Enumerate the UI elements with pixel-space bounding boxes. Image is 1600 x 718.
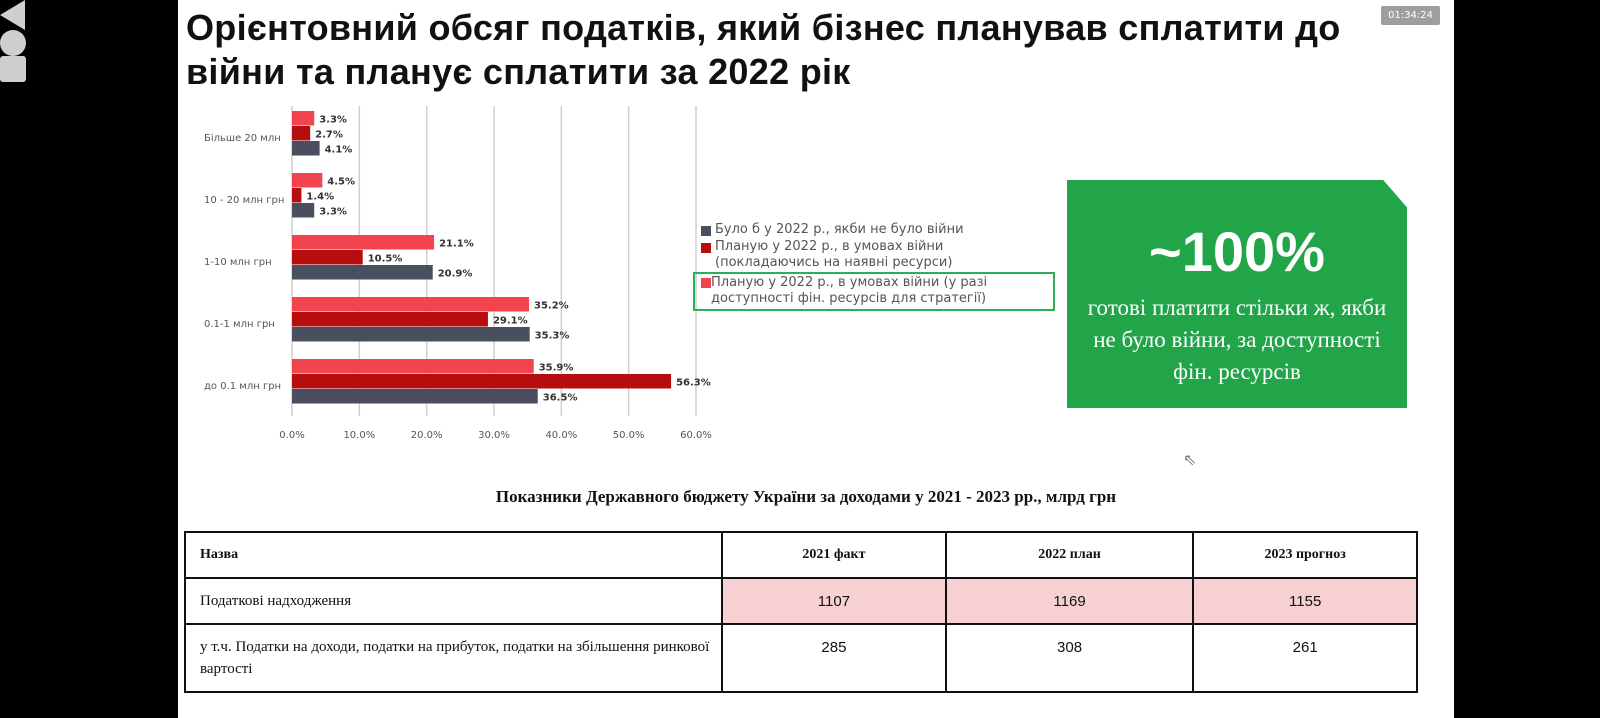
category-label: 1-10 млн грн <box>204 257 272 268</box>
data-label: 29.1% <box>493 316 528 327</box>
chart-svg: 0.0% 10.0% 20.0% 30.0% 40.0% 50.0% 60.0% Більше… <box>204 106 712 441</box>
legend-label: Планую у 2022 р., в умовах війни <box>715 239 944 254</box>
legend-item-fin-resources: Планую у 2022 р., в умовах війни (у разі… <box>693 272 1055 311</box>
table-cell: 285 <box>721 623 947 693</box>
data-label: 20.9% <box>438 269 473 280</box>
slide-title: Орієнтовний обсяг податків, який бізнес … <box>186 7 1341 92</box>
data-label: 4.1% <box>325 145 353 156</box>
highlight-text: готові платити стільки ж, якби не було в… <box>1087 295 1387 384</box>
bar <box>292 389 538 404</box>
data-label: 1.4% <box>306 192 334 203</box>
table-header-row: Назва 2021 факт 2022 план 2023 прогноз <box>183 531 1418 579</box>
legend-label: Планую у 2022 р., в умовах війни (у разі <box>711 275 988 290</box>
data-label: 4.5% <box>327 177 355 188</box>
bar <box>292 126 311 141</box>
legend-label: Було б у 2022 р., якби не було війни <box>715 222 964 237</box>
legend-label-line2: (покладаючись на наявні ресурси) <box>715 255 953 270</box>
data-label: 21.1% <box>439 239 474 250</box>
data-label: 35.2% <box>534 301 569 312</box>
x-tick-label: 0.0% <box>279 430 304 441</box>
bar <box>292 188 302 203</box>
bar <box>292 203 315 218</box>
table-cell: 1155 <box>1192 577 1418 625</box>
legend-swatch <box>701 278 711 288</box>
x-tick-label: 20.0% <box>411 430 443 441</box>
chart-legend: Було б у 2022 р., якби не було війни Пла… <box>693 222 1067 312</box>
bar <box>292 250 363 265</box>
data-label: 56.3% <box>676 378 711 389</box>
category-label: до 0.1 млн грн <box>204 381 281 392</box>
legend-item-existing-resources: Планую у 2022 р., в умовах війни (поклад… <box>699 239 1067 271</box>
bar <box>292 374 672 389</box>
row-label: у т.ч. Податки на доходи, податки на при… <box>183 623 724 693</box>
bar <box>292 327 530 342</box>
data-label: 35.3% <box>535 331 570 342</box>
column-header: 2023 прогноз <box>1192 531 1418 579</box>
table-cell: 308 <box>944 623 1195 693</box>
legend-item-no-war: Було б у 2022 р., якби не було війни <box>699 222 1067 238</box>
column-header: Назва <box>183 531 724 579</box>
highlight-callout: ~100% готові платити стільки ж, якби не … <box>1067 180 1407 408</box>
bar <box>292 265 433 280</box>
mouse-cursor-icon: ⇖ <box>1183 452 1197 469</box>
category-label: Більше 20 млн <box>204 132 281 144</box>
x-tick-label: 30.0% <box>478 430 510 441</box>
bar <box>292 173 323 188</box>
highlight-value: ~100% <box>1149 220 1325 283</box>
data-label: 3.3% <box>319 207 347 218</box>
back-icon[interactable] <box>0 0 25 30</box>
legend-label-line2: доступності фін. ресурсів для стратегії) <box>711 291 987 306</box>
row-label: Податкові надходження <box>183 577 724 625</box>
data-label: 2.7% <box>315 130 343 141</box>
data-label: 10.5% <box>368 254 403 265</box>
x-tick-label: 10.0% <box>343 430 375 441</box>
x-tick-label: 50.0% <box>613 430 645 441</box>
table-cell: 261 <box>1192 623 1418 693</box>
category-label: 0.1-1 млн грн <box>204 319 275 330</box>
data-label: 36.5% <box>543 393 578 404</box>
recent-apps-icon[interactable] <box>0 56 26 82</box>
home-icon[interactable] <box>0 30 26 56</box>
video-timer: 01:34:24 <box>1381 6 1440 25</box>
table-title: Показники Державного бюджету України за … <box>495 487 1117 506</box>
android-nav-bar <box>0 0 178 718</box>
bar-chart: 0.0% 10.0% 20.0% 30.0% 40.0% 50.0% 60.0% Більше… <box>192 100 932 445</box>
legend-swatch <box>701 226 711 236</box>
legend-swatch <box>701 243 711 253</box>
bar <box>292 297 530 312</box>
column-header: 2022 план <box>944 531 1195 579</box>
bar <box>292 312 488 327</box>
x-tick-label: 60.0% <box>680 430 712 441</box>
table-cell: 1107 <box>721 577 947 625</box>
budget-table: Назва 2021 факт 2022 план 2023 прогноз П… <box>183 531 1418 693</box>
data-label: 3.3% <box>319 115 347 126</box>
bar <box>292 359 534 374</box>
column-header: 2021 факт <box>721 531 947 579</box>
bar <box>292 111 315 126</box>
data-label: 35.9% <box>539 363 574 374</box>
presentation-slide: Орієнтовний обсяг податків, який бізнес … <box>178 0 1454 718</box>
category-label: 10 - 20 млн грн <box>204 195 284 206</box>
x-tick-label: 40.0% <box>545 430 577 441</box>
table-row: у т.ч. Податки на доходи, податки на при… <box>183 623 1418 693</box>
bar <box>292 235 435 250</box>
table-cell: 1169 <box>944 577 1195 625</box>
table-row: Податкові надходження 1107 1169 1155 <box>183 577 1418 625</box>
bar <box>292 141 320 156</box>
